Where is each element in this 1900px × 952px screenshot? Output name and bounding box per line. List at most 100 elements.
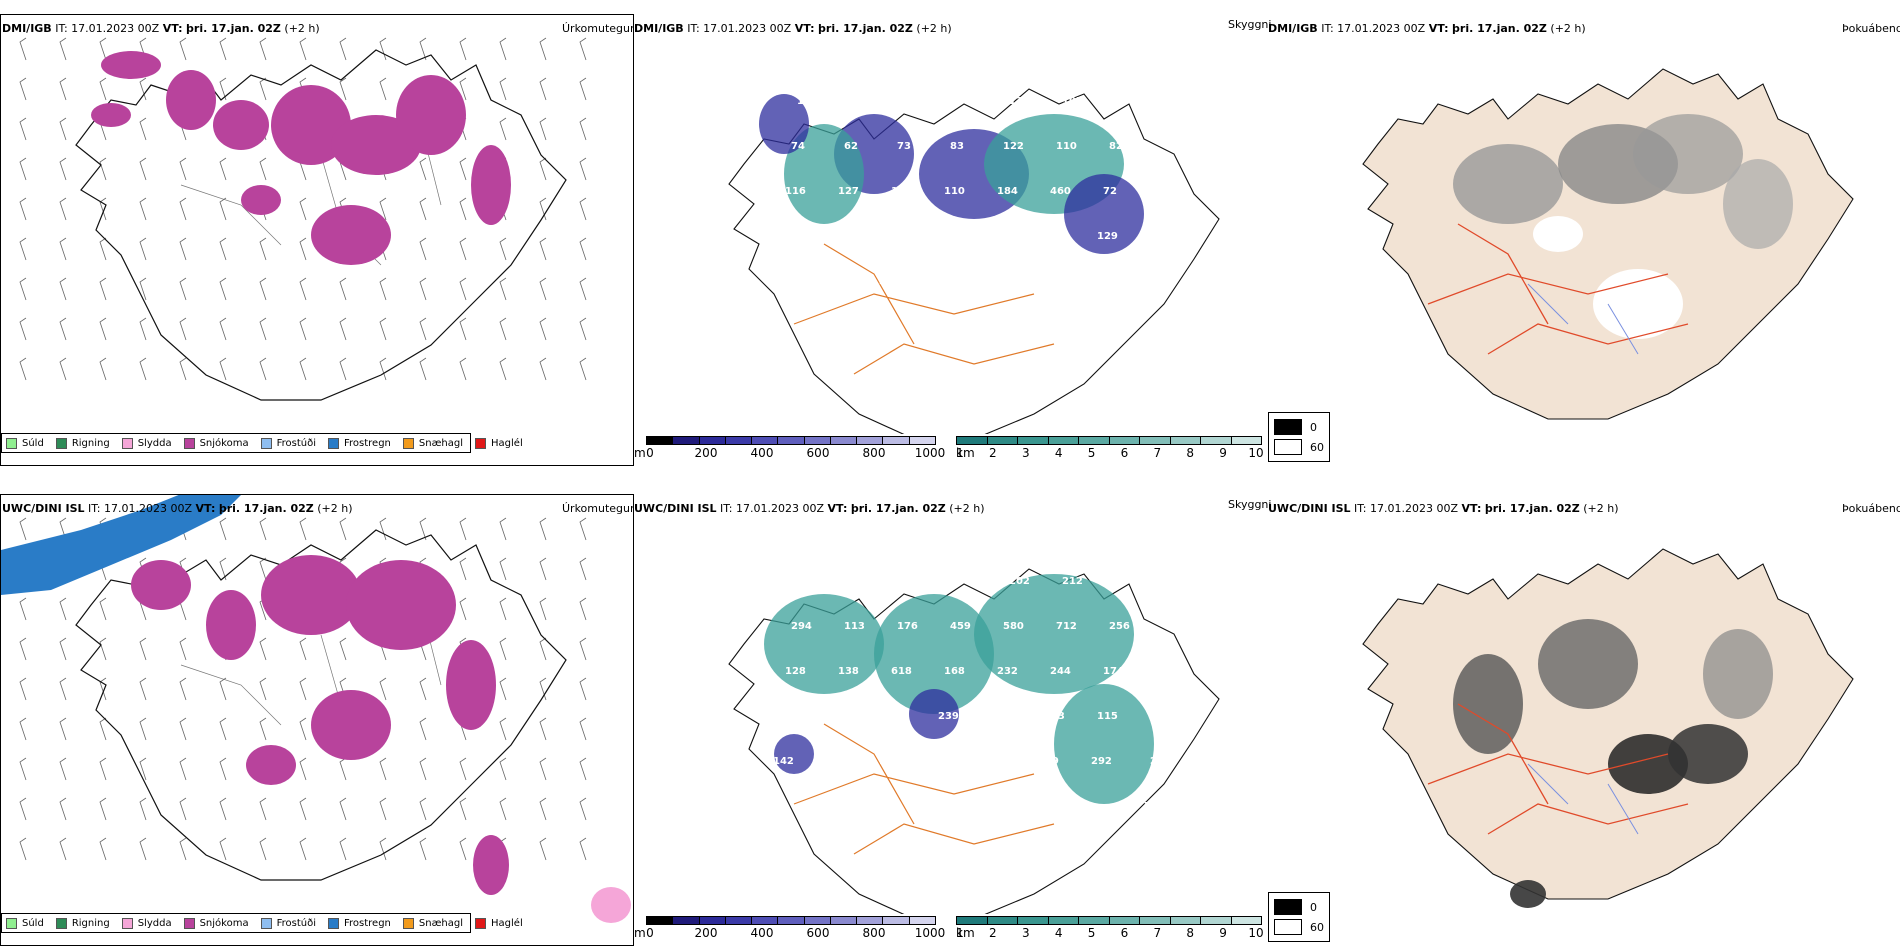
legend-swatch xyxy=(183,437,195,449)
cloud-base-label: 118 xyxy=(797,96,818,107)
snow-area xyxy=(311,205,391,265)
fog-area xyxy=(1668,724,1748,784)
colorbar-strip xyxy=(646,916,936,925)
wind-barb xyxy=(339,357,347,381)
wind-barb xyxy=(339,277,347,301)
precip-legend-item: Snjókoma xyxy=(183,917,249,929)
colorbar-tick-label: 800 xyxy=(862,446,886,460)
iceland-cloud xyxy=(728,568,1220,914)
wind-barb xyxy=(19,237,27,261)
wind-barb xyxy=(419,517,427,541)
fog-title: Þokuábendi xyxy=(1842,502,1900,515)
wind-barb xyxy=(179,837,187,861)
wind-barb xyxy=(419,757,427,781)
cloud-base-label: 268 xyxy=(879,276,900,287)
fog-area xyxy=(1533,216,1583,252)
wind-barb xyxy=(99,797,107,821)
colorbar-tick-label: 9 xyxy=(1219,926,1227,940)
wind-barb xyxy=(379,357,387,381)
cloud-base-label: 110 xyxy=(1156,231,1177,242)
wind-barb xyxy=(299,637,307,661)
wind-barb xyxy=(339,637,347,661)
cloud-base-label: 121 xyxy=(903,96,924,107)
wind-barb xyxy=(539,197,547,221)
wind-barb xyxy=(299,757,307,781)
wind-barb xyxy=(139,757,147,781)
wind-barb xyxy=(139,197,147,221)
snow-area xyxy=(396,75,466,155)
wind-barb xyxy=(259,717,267,741)
wind-barb xyxy=(579,677,587,701)
wind-barb xyxy=(19,37,27,61)
colorbar-segment xyxy=(1109,917,1140,924)
precip-map xyxy=(19,37,587,401)
issue-time: 17.01.2023 00Z xyxy=(71,22,160,35)
wind-barb xyxy=(459,837,467,861)
snow-area xyxy=(261,555,361,635)
issue-time: 17.01.2023 00Z xyxy=(104,502,193,515)
colorbar-tick-label: 800 xyxy=(862,926,886,940)
freezing-rain-area xyxy=(1,495,241,595)
colorbar-tick-label: 600 xyxy=(806,446,830,460)
wind-barb xyxy=(59,357,67,381)
wind-barb xyxy=(99,317,107,341)
cloud-base-label: 292 xyxy=(1091,756,1112,767)
wind-barb xyxy=(539,597,547,621)
wind-barb xyxy=(19,157,27,181)
wind-barb xyxy=(499,277,507,301)
cloud-base-label: 712 xyxy=(1056,621,1077,632)
wind-barb xyxy=(59,237,67,261)
wind-barb xyxy=(379,517,387,541)
snow-area xyxy=(101,51,161,79)
wind-barb xyxy=(419,717,427,741)
wind-barb xyxy=(179,37,187,61)
wind-barb xyxy=(459,557,467,581)
cloud-base-label: 486 xyxy=(850,576,871,587)
colorbar-tick-label: 1000 xyxy=(914,446,946,460)
colorbar-segment xyxy=(830,437,858,444)
precip-legend-item: Slydda xyxy=(121,437,172,449)
wind-barb xyxy=(539,237,547,261)
legend-swatch xyxy=(6,437,17,449)
colorbar-segment xyxy=(987,437,1018,444)
fog-area xyxy=(1723,159,1793,249)
fog-legend-item: 60 xyxy=(1274,439,1324,455)
colorbar-strip xyxy=(956,916,1262,925)
road-lines xyxy=(1427,223,1689,355)
wind-barb xyxy=(539,677,547,701)
model-name: UWC/DINI ISL xyxy=(2,502,85,515)
cloud-base-label: 82 xyxy=(1109,141,1123,152)
colorbar-tick-label: 9 xyxy=(1219,446,1227,460)
colorbar-tick-label: 1000 xyxy=(914,926,946,940)
cloud-base-label: 153 xyxy=(1162,186,1183,197)
wind-barb xyxy=(539,277,547,301)
wind-barb xyxy=(179,757,187,781)
colorbar-visibility: km 1 2 3 4 5 6 7 8 9 10 xyxy=(956,916,1264,952)
cloud-base-label: 919 xyxy=(903,576,924,587)
cloud-base-label: 459 xyxy=(950,621,971,632)
wind-barb xyxy=(179,317,187,341)
wind-barb xyxy=(419,197,427,221)
cloud-base-label: 159 xyxy=(1038,756,1059,767)
wind-barb xyxy=(419,837,427,861)
cloud-base-label: 231 xyxy=(826,276,847,287)
cloud-base-label: 13 xyxy=(1009,96,1023,107)
fog-area xyxy=(1453,144,1563,224)
colorbar-segment xyxy=(1170,437,1201,444)
wind-barb xyxy=(579,637,587,661)
colorbar-segment xyxy=(673,917,700,924)
wind-barb xyxy=(459,517,467,541)
wind-barb xyxy=(299,797,307,821)
cloud-base-label: 200 xyxy=(1162,666,1183,677)
cloud-base-label: 123 xyxy=(850,96,871,107)
precip-legend-item: Haglél xyxy=(475,917,523,929)
cloud-panel-dmi: 127 118 123 121 345 13 105 155 264 74 62 73 83 122 110… xyxy=(634,14,1264,464)
wind-barb xyxy=(179,157,187,181)
colorbar-segment xyxy=(883,437,910,444)
iceland-outline xyxy=(75,529,567,881)
wind-barb xyxy=(219,757,227,781)
wind-barb xyxy=(579,117,587,141)
wind-barb xyxy=(419,797,427,821)
wind-barb xyxy=(139,797,147,821)
cloud-base-label: 74 xyxy=(791,141,805,152)
